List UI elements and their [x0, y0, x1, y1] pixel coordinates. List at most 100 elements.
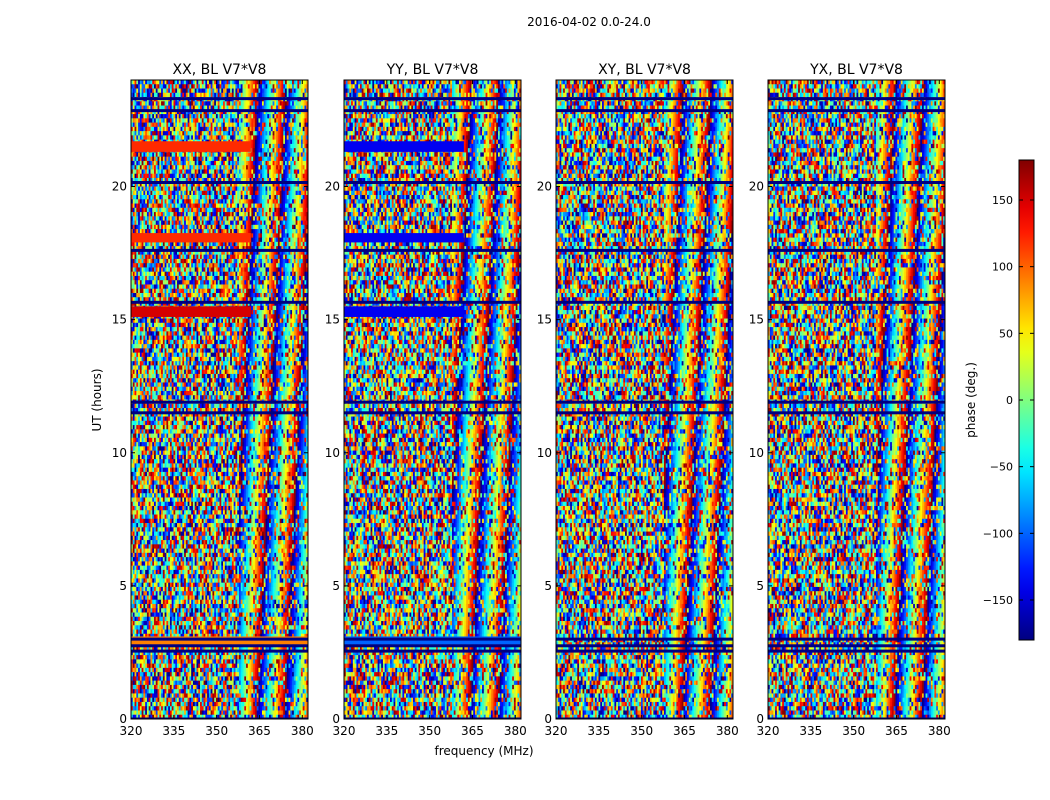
x-tick-label: 380 [504, 724, 527, 738]
flagged-scan-line [344, 109, 521, 112]
phase-heatmap [556, 80, 733, 721]
uniform-phase-band [131, 141, 251, 152]
y-tick-label: 15 [325, 313, 340, 327]
flagged-scan-line [556, 301, 733, 304]
flagged-scan-line [556, 249, 733, 252]
x-tick-label: 365 [461, 724, 484, 738]
panel-title: YX, BL V7*V8 [809, 62, 903, 78]
x-tick-label: 335 [375, 724, 398, 738]
y-tick-label: 0 [332, 712, 340, 726]
y-tick-label: 15 [749, 313, 764, 327]
flagged-scan-line [131, 301, 308, 304]
uniform-phase-band [344, 306, 464, 317]
y-tick-label: 10 [112, 446, 127, 460]
figure-suptitle: 2016-04-02 0.0-24.0 [527, 15, 651, 29]
x-tick-label: 350 [842, 724, 865, 738]
y-tick-label: 5 [119, 579, 127, 593]
x-tick-label: 380 [716, 724, 739, 738]
flagged-scan-line [768, 301, 945, 304]
flagged-scan-line [768, 638, 945, 641]
y-tick-label: 20 [112, 180, 127, 194]
flagged-scan-line [556, 650, 733, 653]
flagged-scan-line [131, 249, 308, 252]
flagged-scan-line [768, 249, 945, 252]
flagged-scan-line [768, 401, 945, 404]
x-tick-label: 320 [545, 724, 568, 738]
panel-title: YY, BL V7*V8 [386, 62, 479, 78]
y-tick-label: 10 [749, 446, 764, 460]
flagged-scan-line [556, 181, 733, 184]
phase-heatmap [768, 80, 945, 721]
flagged-scan-line [768, 650, 945, 653]
colorbar-tick-label: −50 [990, 461, 1013, 474]
x-tick-label: 335 [587, 724, 610, 738]
colorbar-label: phase (deg.) [964, 362, 978, 438]
y-tick-label: 0 [544, 712, 552, 726]
colorbar-tick-label: 0 [1006, 394, 1013, 407]
phase-heatmap [344, 80, 521, 721]
x-tick-label: 320 [757, 724, 780, 738]
flagged-scan-line [344, 249, 521, 252]
y-tick-label: 20 [749, 180, 764, 194]
flagged-scan-line [344, 401, 521, 404]
flagged-scan-line [344, 638, 521, 641]
flagged-scan-line [344, 97, 521, 100]
colorbar-tick-label: 150 [992, 194, 1013, 207]
flagged-scan-line [131, 109, 308, 112]
flagged-scan-line [131, 411, 308, 414]
colorbar-tick-label: −100 [983, 527, 1013, 540]
flagged-scan-line [344, 181, 521, 184]
y-tick-label: 20 [325, 180, 340, 194]
flagged-scan-line [131, 638, 308, 641]
x-tick-label: 350 [205, 724, 228, 738]
colorbar-tick-label: 50 [999, 327, 1013, 340]
x-tick-label: 320 [120, 724, 143, 738]
flagged-scan-line [556, 638, 733, 641]
y-tick-label: 10 [325, 446, 340, 460]
flagged-scan-line [131, 650, 308, 653]
uniform-phase-band [131, 233, 251, 242]
colorbar-tick-label: −150 [983, 594, 1013, 607]
x-tick-label: 380 [928, 724, 951, 738]
phase-heatmap [131, 80, 308, 721]
x-tick-label: 365 [885, 724, 908, 738]
colorbar: 150 100 50 0 −50 −100 −150 [983, 160, 1034, 640]
flagged-scan-line [768, 644, 945, 647]
y-tick-label: 15 [112, 313, 127, 327]
flagged-scan-line [344, 411, 521, 414]
y-tick-label: 0 [756, 712, 764, 726]
y-axis-label: UT (hours) [90, 368, 104, 431]
flagged-scan-line [556, 644, 733, 647]
flagged-scan-line [556, 109, 733, 112]
x-tick-label: 350 [630, 724, 653, 738]
y-tick-label: 5 [544, 579, 552, 593]
flagged-scan-line [344, 644, 521, 647]
x-axis-label: frequency (MHz) [434, 744, 533, 758]
x-tick-label: 350 [418, 724, 441, 738]
colorbar-tick-label: 100 [992, 261, 1013, 274]
x-tick-label: 320 [333, 724, 356, 738]
flagged-scan-line [768, 411, 945, 414]
y-tick-label: 20 [537, 180, 552, 194]
flagged-scan-line [131, 97, 308, 100]
x-tick-label: 365 [248, 724, 271, 738]
flagged-scan-line [131, 181, 308, 184]
flagged-scan-line [768, 181, 945, 184]
flagged-scan-line [131, 401, 308, 404]
panel-title: XY, BL V7*V8 [598, 62, 691, 78]
flagged-scan-line [556, 401, 733, 404]
flagged-scan-line [768, 109, 945, 112]
uniform-phase-band [131, 306, 251, 317]
flagged-scan-line [556, 411, 733, 414]
y-tick-label: 10 [537, 446, 552, 460]
uniform-phase-band [344, 141, 464, 152]
flagged-scan-line [344, 301, 521, 304]
y-tick-label: 0 [119, 712, 127, 726]
flagged-scan-line [131, 644, 308, 647]
